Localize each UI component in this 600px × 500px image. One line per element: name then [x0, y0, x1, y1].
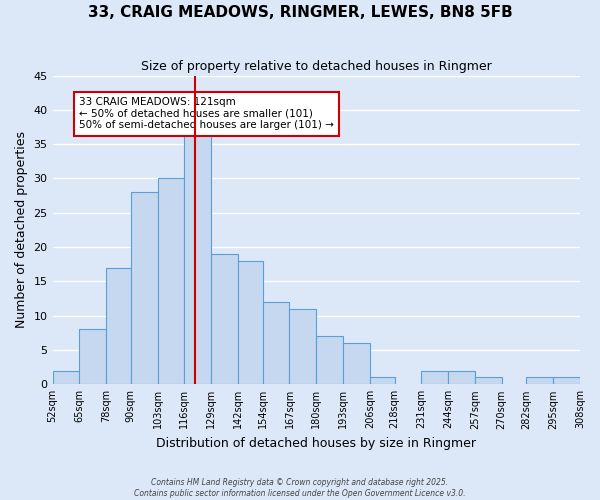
Bar	[553, 378, 580, 384]
Bar	[263, 302, 289, 384]
Bar	[316, 336, 343, 384]
Bar	[79, 330, 106, 384]
Bar	[211, 254, 238, 384]
Bar	[106, 268, 131, 384]
Bar	[53, 370, 79, 384]
Title: Size of property relative to detached houses in Ringmer: Size of property relative to detached ho…	[141, 60, 491, 73]
Y-axis label: Number of detached properties: Number of detached properties	[15, 132, 28, 328]
Bar	[343, 343, 370, 384]
Bar	[184, 130, 211, 384]
Bar	[238, 261, 263, 384]
Text: 33, CRAIG MEADOWS, RINGMER, LEWES, BN8 5FB: 33, CRAIG MEADOWS, RINGMER, LEWES, BN8 5…	[88, 5, 512, 20]
X-axis label: Distribution of detached houses by size in Ringmer: Distribution of detached houses by size …	[156, 437, 476, 450]
Bar	[448, 370, 475, 384]
Bar	[289, 309, 316, 384]
Bar	[131, 192, 158, 384]
Bar	[158, 178, 184, 384]
Bar	[370, 378, 395, 384]
Text: Contains HM Land Registry data © Crown copyright and database right 2025.
Contai: Contains HM Land Registry data © Crown c…	[134, 478, 466, 498]
Bar	[421, 370, 448, 384]
Text: 33 CRAIG MEADOWS: 121sqm
← 50% of detached houses are smaller (101)
50% of semi-: 33 CRAIG MEADOWS: 121sqm ← 50% of detach…	[79, 97, 334, 130]
Bar	[475, 378, 502, 384]
Bar	[526, 378, 553, 384]
